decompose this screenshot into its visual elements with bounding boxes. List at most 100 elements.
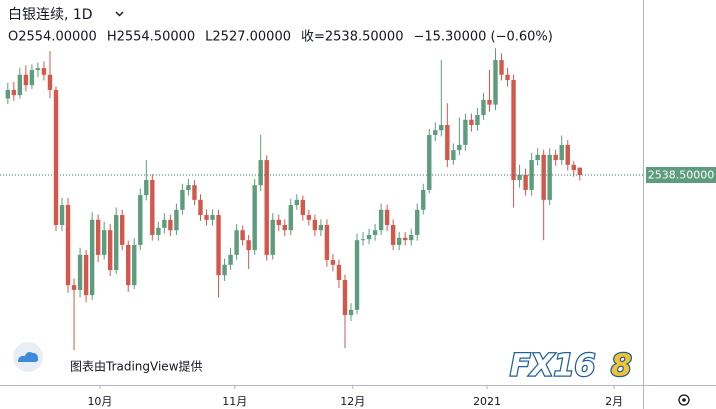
candle-body <box>113 215 119 271</box>
candle-body <box>222 264 227 276</box>
candle-body <box>89 219 95 296</box>
candle-body <box>294 199 300 206</box>
ohlc-value: L2527.00000 <box>205 30 291 45</box>
candle-body <box>71 285 77 290</box>
candle-body <box>162 219 167 228</box>
candle-body <box>439 125 444 131</box>
candle-body <box>457 144 462 151</box>
logo-accent: 8 <box>611 349 632 384</box>
candle-body <box>463 119 468 145</box>
candle-body <box>65 205 71 286</box>
ohlc-value: O2554.00000 <box>8 30 97 45</box>
candle-body <box>41 68 47 75</box>
candle-body <box>396 237 402 245</box>
candle-body <box>180 189 185 210</box>
candle-body <box>565 144 570 165</box>
candle-body <box>101 230 107 255</box>
candle-body <box>240 230 245 241</box>
candle-body <box>144 179 149 196</box>
candle-body <box>95 219 101 255</box>
gear-ring[interactable] <box>678 394 690 406</box>
candle-body <box>300 199 306 216</box>
candle-body <box>107 230 113 271</box>
candle-body <box>198 199 203 216</box>
candle-body <box>372 230 378 235</box>
candle-body <box>23 74 29 86</box>
settings-icon[interactable] <box>678 394 690 406</box>
candle-body <box>132 244 137 286</box>
ohlc-value: H2554.50000 <box>107 30 195 45</box>
candle-body <box>192 185 197 200</box>
badge-cloud <box>18 352 38 362</box>
candle-body <box>174 209 179 231</box>
candle-body <box>433 130 438 135</box>
candle-body <box>366 234 372 240</box>
candle-body <box>535 154 540 161</box>
x-tick-label: 10月 <box>87 395 112 408</box>
candle-body <box>451 150 456 161</box>
candle-body <box>156 227 161 235</box>
candle-body <box>210 215 215 220</box>
candle-body <box>402 237 408 241</box>
x-tick-label: 11月 <box>222 395 247 408</box>
candle-body <box>5 89 11 99</box>
candle-body <box>445 125 450 161</box>
candle-body <box>324 225 330 261</box>
candle-body <box>571 164 576 171</box>
candle-body <box>186 185 191 190</box>
candle-body <box>523 174 528 190</box>
candle-body <box>29 70 35 86</box>
gear-center[interactable] <box>682 398 686 402</box>
candle-body <box>469 119 474 125</box>
ohlc-legend: O2554.00000 H2554.50000 L2527.00000 收=2538.… <box>8 30 553 45</box>
candle-body <box>475 115 480 125</box>
symbol-title[interactable]: 白银连续, 1D <box>8 6 93 23</box>
candle-body <box>282 225 287 231</box>
candle-body <box>150 179 155 235</box>
candle-body <box>270 219 275 255</box>
candle-body <box>360 239 366 241</box>
candle-body <box>17 74 23 96</box>
candle-body <box>306 215 312 220</box>
candle-body <box>120 215 125 245</box>
candle-body <box>234 230 239 255</box>
candle-body <box>541 154 546 200</box>
candle-body <box>517 174 522 180</box>
last-price-badge <box>646 167 716 183</box>
candle-body <box>258 160 263 186</box>
candle-body <box>77 254 83 290</box>
ohlc-value: 收=2538.50000 <box>301 30 403 45</box>
candle-body <box>577 167 582 175</box>
candle-body <box>378 209 384 231</box>
candle-body <box>348 309 354 316</box>
candle-body <box>511 79 516 180</box>
candle-body <box>553 154 558 161</box>
candle-body <box>83 254 89 296</box>
candle-body <box>421 189 426 210</box>
candle-body <box>312 219 318 231</box>
candle-body <box>493 60 498 105</box>
candle-body <box>384 209 390 225</box>
candle-body <box>252 185 257 251</box>
candle-body <box>288 205 293 231</box>
candle-body <box>138 195 143 245</box>
last-price-label: 2538.50000 <box>648 169 714 182</box>
symbol-menu-chevron[interactable] <box>115 11 124 17</box>
candle-body <box>264 160 269 255</box>
x-tick-label: 2021 <box>473 395 501 408</box>
watermark-text: 图表由TradingView提供 <box>70 359 203 374</box>
candle-body <box>318 225 324 231</box>
candle-body <box>216 215 221 276</box>
tradingview-badge <box>13 342 43 372</box>
candle-body <box>53 89 59 225</box>
candle-body <box>330 260 336 265</box>
candle-body <box>168 219 173 231</box>
candle-body <box>276 219 281 225</box>
candle-body <box>559 144 564 161</box>
candle-body <box>427 134 432 190</box>
candle-body <box>59 205 65 225</box>
x-tick-label: 12月 <box>340 395 365 408</box>
candle-body <box>499 60 504 75</box>
